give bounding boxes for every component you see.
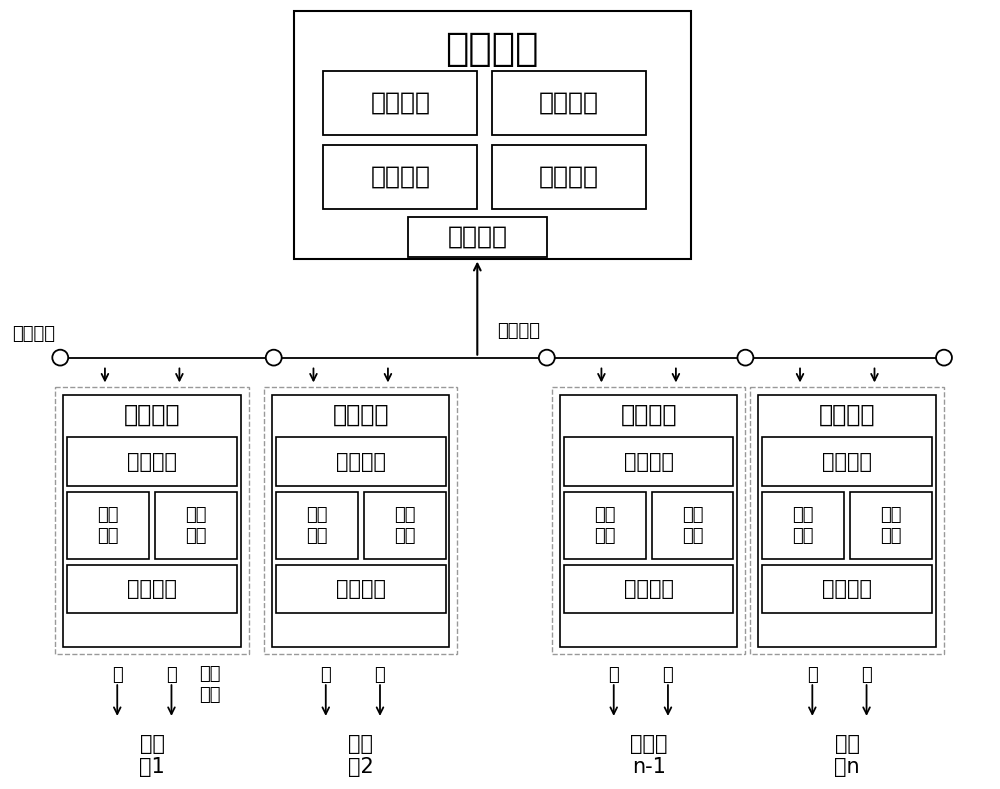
Bar [67, 566, 237, 613]
Text: 换相装置: 换相装置 [124, 403, 180, 427]
Text: 通信
模块: 通信 模块 [594, 507, 615, 545]
Text: 通信信道: 通信信道 [497, 322, 540, 340]
Bar [323, 71, 477, 135]
Text: 获取模块: 获取模块 [539, 165, 599, 189]
Bar [276, 566, 446, 613]
Text: 类型标识: 类型标识 [822, 451, 872, 472]
Bar [67, 437, 237, 486]
Bar [564, 437, 733, 486]
Text: 控制主站: 控制主站 [445, 30, 539, 68]
Text: 高: 高 [166, 667, 177, 684]
Bar [155, 492, 237, 559]
Text: 高: 高 [375, 667, 385, 684]
Text: 采集
模块: 采集 模块 [880, 507, 902, 545]
Text: 换相装置: 换相装置 [819, 403, 875, 427]
Bar [560, 395, 737, 646]
Text: 类型标识: 类型标识 [127, 451, 177, 472]
Text: 高: 高 [861, 667, 872, 684]
Text: 换相装置: 换相装置 [620, 403, 677, 427]
Circle shape [52, 350, 68, 365]
Text: 类型标识: 类型标识 [624, 451, 674, 472]
Circle shape [266, 350, 282, 365]
Text: 用户
端2: 用户 端2 [348, 734, 374, 777]
Bar [762, 437, 932, 486]
Bar [63, 395, 241, 646]
Bar [492, 145, 646, 209]
Bar [55, 387, 249, 655]
Text: 单相
输出: 单相 输出 [199, 665, 221, 704]
Bar [276, 492, 358, 559]
Bar [408, 217, 547, 256]
Text: 高: 高 [663, 667, 673, 684]
Text: 低: 低 [112, 667, 123, 684]
Bar [276, 437, 446, 486]
Circle shape [936, 350, 952, 365]
Circle shape [737, 350, 753, 365]
Text: 用户
端n: 用户 端n [834, 734, 860, 777]
Bar [364, 492, 446, 559]
Circle shape [539, 350, 555, 365]
Bar [272, 395, 449, 646]
Bar [323, 145, 477, 209]
Bar [67, 492, 149, 559]
Text: 接入模块: 接入模块 [539, 91, 599, 115]
Text: 通信
模块: 通信 模块 [97, 507, 119, 545]
Text: 低: 低 [320, 667, 331, 684]
Bar [850, 492, 932, 559]
Text: 低: 低 [807, 667, 818, 684]
Bar [564, 492, 646, 559]
Bar [758, 395, 936, 646]
Bar [552, 387, 745, 655]
Text: 通信模块: 通信模块 [447, 225, 507, 249]
Text: 采集
模块: 采集 模块 [185, 507, 207, 545]
Text: 收发模块: 收发模块 [370, 165, 430, 189]
Text: 换相模块: 换相模块 [822, 579, 872, 599]
Text: 通信
模块: 通信 模块 [306, 507, 327, 545]
Text: 换相装置: 换相装置 [332, 403, 389, 427]
Text: 换相模块: 换相模块 [624, 579, 674, 599]
Text: 采集
模块: 采集 模块 [394, 507, 415, 545]
Text: 低: 低 [608, 667, 619, 684]
Text: 三相输入: 三相输入 [12, 325, 55, 342]
Text: 类型标识: 类型标识 [336, 451, 386, 472]
Bar [652, 492, 733, 559]
Bar [750, 387, 944, 655]
Text: 采集
模块: 采集 模块 [682, 507, 703, 545]
Bar [264, 387, 457, 655]
Bar [762, 566, 932, 613]
Bar [762, 492, 844, 559]
Bar [294, 11, 691, 259]
Text: 通信
模块: 通信 模块 [792, 507, 814, 545]
Text: 换相模块: 换相模块 [127, 579, 177, 599]
Text: 用户端
n-1: 用户端 n-1 [630, 734, 667, 777]
Bar [492, 71, 646, 135]
Text: 平衡模块: 平衡模块 [370, 91, 430, 115]
Bar [564, 566, 733, 613]
Text: 换相模块: 换相模块 [336, 579, 386, 599]
Text: 用户
端1: 用户 端1 [139, 734, 165, 777]
